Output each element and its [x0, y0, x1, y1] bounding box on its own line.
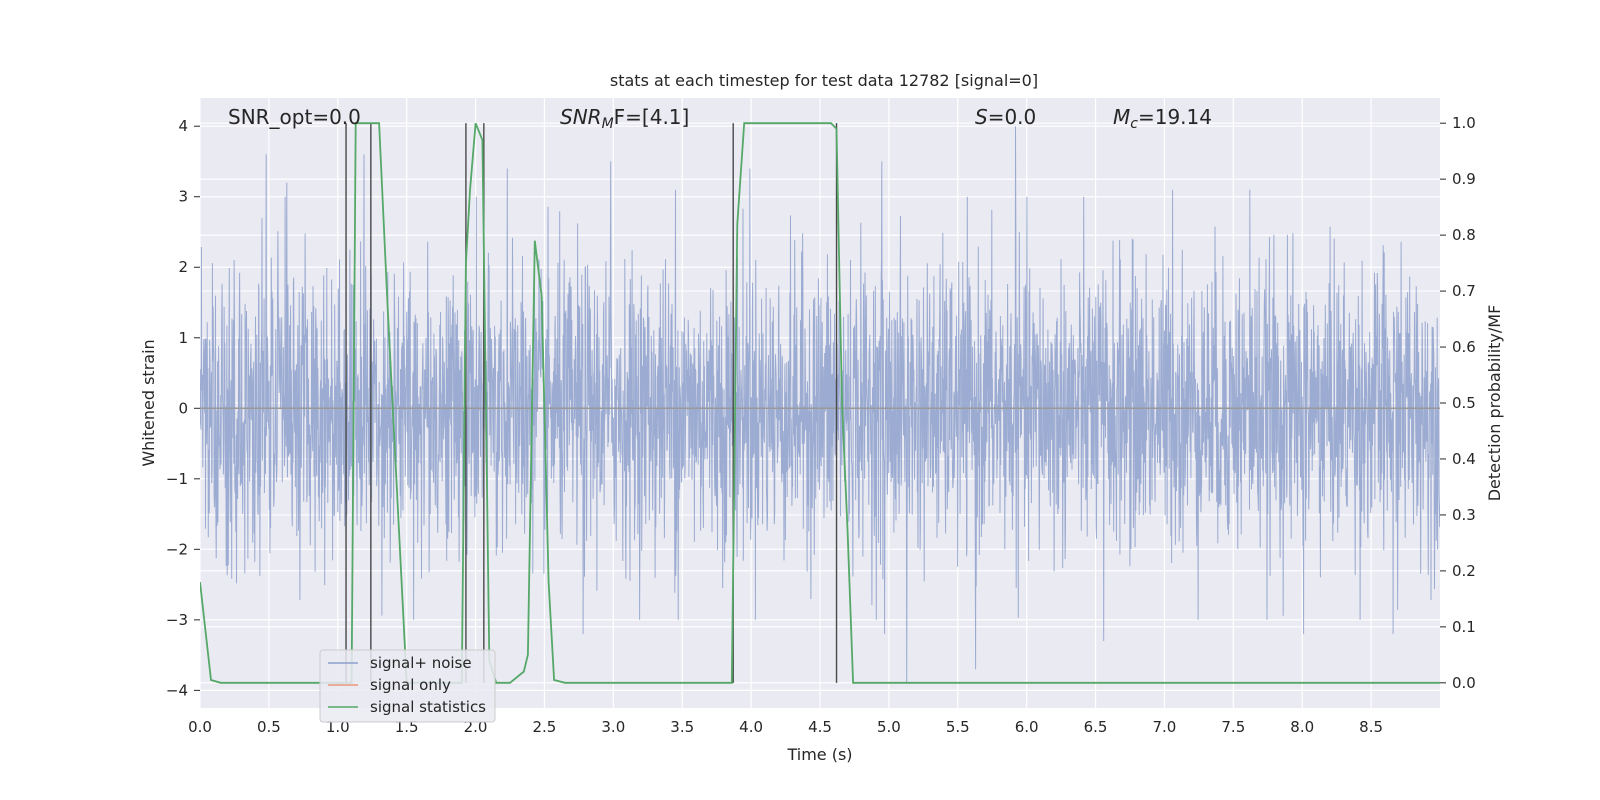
y-right-tick-label: 0.5 — [1452, 394, 1476, 412]
y-tick-label: 2 — [178, 258, 188, 276]
x-tick-label: 7.0 — [1153, 718, 1177, 736]
y-right-tick-label: 0.4 — [1452, 450, 1476, 468]
y-tick-label: 4 — [178, 117, 188, 135]
series-signal-noise-line — [200, 126, 1440, 684]
x-tick-label: 4.0 — [739, 718, 763, 736]
annotation-snr-mf: SNRMF=[4.1] — [560, 105, 689, 132]
y-tick-label: −4 — [166, 681, 188, 699]
y-right-tick-label: 1.0 — [1452, 114, 1476, 132]
y-right-tick-label: 0.7 — [1452, 282, 1476, 300]
x-tick-label: 6.5 — [1084, 718, 1108, 736]
chart-title: stats at each timestep for test data 127… — [610, 71, 1038, 90]
x-tick-label: 2.5 — [533, 718, 557, 736]
x-tick-label: 8.5 — [1359, 718, 1383, 736]
y-right-tick-label: 0.3 — [1452, 506, 1476, 524]
y-tick-label: −1 — [166, 470, 188, 488]
x-axis-ticks: 0.0 0.5 1.0 1.5 2.0 2.5 3.0 3.5 4.0 4.5 5.0 5.5 6.0 6… — [188, 718, 1383, 736]
annotation-mc-sub: c — [1130, 116, 1138, 132]
annotation-mc: Mc=19.14 — [1113, 105, 1212, 132]
x-tick-label: 5.0 — [877, 718, 901, 736]
annotation-s: S=0.0 — [975, 105, 1036, 129]
legend-label-signal-only: signal only — [370, 676, 451, 694]
annotation-s-rest: =0.0 — [988, 105, 1037, 129]
legend-label-signal-statistics: signal statistics — [370, 698, 486, 716]
annotation-snr-mf-base: SNR — [560, 105, 602, 129]
annotation-snr-mf-rest: F=[4.1] — [614, 105, 690, 129]
legend-label-signal-noise: signal+ noise — [370, 654, 472, 672]
x-axis-label: Time (s) — [786, 745, 852, 764]
legend-box — [319, 649, 496, 723]
y-axis-ticks: −4 −3 −2 −1 0 1 2 3 4 — [166, 117, 200, 699]
x-tick-label: 4.5 — [808, 718, 832, 736]
legend: signal+ noise signal only signal statist… — [319, 649, 496, 723]
x-tick-label: 0.5 — [257, 718, 281, 736]
y-tick-label: −2 — [166, 540, 188, 558]
y-right-tick-label: 0.1 — [1452, 618, 1476, 636]
y-right-axis-label: Detection probability/MF — [1485, 305, 1504, 502]
x-tick-label: 6.0 — [1015, 718, 1039, 736]
x-tick-label: 3.0 — [601, 718, 625, 736]
annotation-snr-opt: SNR_opt=0.0 — [228, 105, 361, 129]
annotation-s-var: S — [975, 105, 988, 129]
x-tick-label: 0.0 — [188, 718, 212, 736]
x-tick-label: 8.0 — [1290, 718, 1314, 736]
annotation-mc-rest: =19.14 — [1138, 105, 1212, 129]
annotation-mc-var: M — [1113, 105, 1130, 129]
y-right-tick-label: 0.8 — [1452, 226, 1476, 244]
x-tick-label: 7.5 — [1221, 718, 1245, 736]
y-tick-label: 0 — [178, 399, 188, 417]
y-tick-label: 3 — [178, 188, 188, 206]
y-tick-label: 1 — [178, 329, 188, 347]
y-tick-label: −3 — [166, 611, 188, 629]
y-right-tick-label: 0.2 — [1452, 562, 1476, 580]
y-right-tick-label: 0.6 — [1452, 338, 1476, 356]
y-right-tick-label: 0.0 — [1452, 674, 1476, 692]
y-axis-label: Whitened strain — [139, 339, 158, 466]
annotation-snr-mf-sub: M — [602, 116, 614, 132]
y-right-tick-label: 0.9 — [1452, 170, 1476, 188]
x-tick-label: 3.5 — [670, 718, 694, 736]
y-right-axis-ticks: 0.0 0.1 0.2 0.3 0.4 0.5 0.6 0.7 0.8 0.9 1.0 — [1440, 114, 1476, 692]
x-tick-label: 5.5 — [946, 718, 970, 736]
